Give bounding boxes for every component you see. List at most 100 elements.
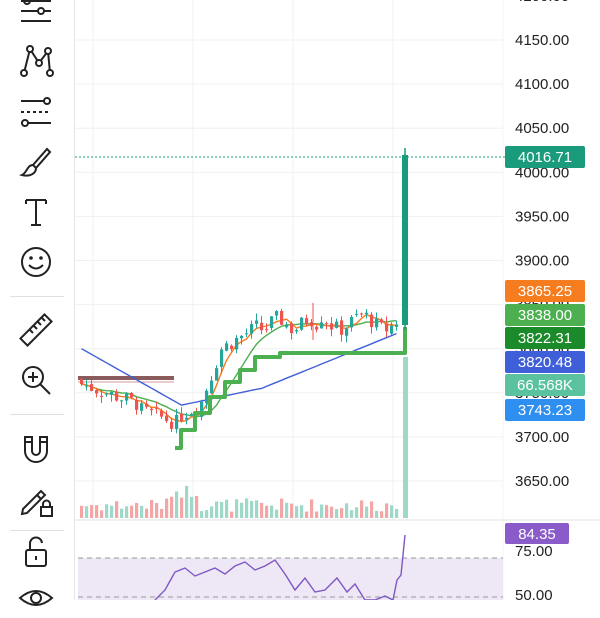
candle-body [160, 410, 164, 417]
chart-area[interactable]: 4200.00 4150.00 4100.00 4050.00 4000.00 3950.… [75, 0, 600, 604]
candle-body [140, 403, 144, 411]
candle-body [395, 324, 399, 327]
candle-body [165, 415, 169, 421]
volume-bar [395, 508, 399, 518]
eye-tool[interactable] [14, 578, 58, 618]
volume-bar [145, 508, 149, 518]
volume-bar [320, 504, 324, 518]
candle-body [170, 421, 174, 429]
volume-bar [150, 499, 154, 518]
fib-tool[interactable] [14, 92, 58, 132]
volume-bar [200, 511, 204, 518]
rsi-label-75: 75.00 [515, 543, 553, 560]
candle-body [275, 311, 279, 316]
volume-bar [160, 508, 164, 518]
pattern-tool-icon [20, 45, 54, 77]
price-label: 3900.00 [515, 253, 569, 270]
price-label: 3950.00 [515, 208, 569, 225]
price-tag-text: 3820.48 [518, 354, 572, 371]
candle-body [345, 328, 349, 336]
volume-bar [155, 503, 159, 518]
rsi-tag: 84.35 [505, 523, 569, 544]
volume-bar [110, 505, 114, 518]
price-tag: 4016.71 [505, 146, 585, 168]
volume-bar [255, 500, 259, 518]
candle-body [325, 323, 329, 325]
rsi-line [154, 534, 406, 602]
volume-bar [120, 508, 124, 518]
candle-body [330, 323, 334, 330]
volume-bar [80, 505, 84, 518]
volume-bar [295, 506, 299, 518]
volume-bar [140, 505, 144, 518]
price-tag-text: 3743.23 [518, 402, 572, 419]
volume-bar [235, 499, 239, 518]
candle-body [105, 393, 109, 395]
price-tag: 3822.31 [505, 327, 585, 349]
candle-body [120, 400, 124, 402]
candle-body [315, 326, 319, 330]
candle-body [375, 318, 379, 328]
candle-body [80, 379, 84, 385]
candle-body [90, 384, 94, 391]
volume-bar [340, 508, 344, 518]
chart-grid [75, 0, 504, 600]
pattern-tool[interactable] [14, 40, 58, 80]
candle-body [225, 343, 229, 351]
volume-bar [265, 505, 269, 518]
brush-tool[interactable] [14, 142, 58, 182]
volume-bar [220, 501, 224, 518]
candle-body [260, 322, 264, 331]
candle-body [240, 335, 244, 339]
emoji-tool[interactable] [14, 242, 58, 282]
magnet-tool[interactable] [14, 430, 58, 470]
volume-bar [90, 505, 94, 518]
candle-body [150, 408, 154, 411]
price-tag-text: 4016.71 [518, 149, 572, 166]
toolbar-divider [10, 414, 64, 415]
volume-bar [115, 501, 119, 518]
candle-body [135, 399, 139, 410]
trend-line-tool[interactable] [14, 0, 58, 32]
candle-body [270, 316, 274, 328]
price-label: 4200.00 [515, 0, 569, 5]
unlock-tool[interactable] [14, 532, 58, 572]
candle-body [130, 392, 134, 398]
price-label: 3650.00 [515, 473, 569, 490]
candle-body [235, 337, 239, 350]
candle-body [340, 320, 344, 335]
unlock-icon [25, 536, 47, 567]
volume-bar [175, 491, 179, 518]
candle-body [280, 310, 284, 325]
volume-bar [100, 510, 104, 518]
lock-drawings-tool[interactable] [14, 480, 58, 520]
candle-body [350, 316, 354, 328]
ruler-tool-icon [19, 313, 53, 347]
candle-body [190, 413, 194, 416]
candle-body [230, 345, 234, 350]
volume-bar [170, 496, 174, 518]
price-chart[interactable]: 4200.00 4150.00 4100.00 4050.00 4000.00 3950.… [75, 0, 600, 604]
zoom-in-tool[interactable] [14, 360, 58, 400]
ruler-tool[interactable] [14, 310, 58, 350]
volume-bar [195, 495, 199, 518]
volume-bar [360, 500, 364, 518]
candle-body [125, 393, 129, 401]
volume-bar [95, 505, 99, 518]
candle-body [100, 395, 104, 397]
price-tag: 3743.23 [505, 399, 585, 421]
fib-tool-icon [21, 97, 51, 127]
rsi-band [78, 558, 503, 600]
emoji-tool-icon [21, 247, 51, 277]
candle-body [380, 319, 384, 323]
price-tags: 4016.71 3865.25 3838.00 3822.31 3820.48 66.56… [505, 146, 585, 421]
toolbar-divider [10, 530, 64, 531]
price-tag: 3820.48 [505, 351, 585, 373]
candle-body [110, 391, 114, 395]
volume-bar [270, 505, 274, 518]
volume-bar [225, 499, 229, 518]
candle-body [245, 333, 249, 335]
volume-bar [385, 503, 389, 518]
text-tool[interactable] [14, 192, 58, 232]
volume-bar [135, 502, 139, 518]
